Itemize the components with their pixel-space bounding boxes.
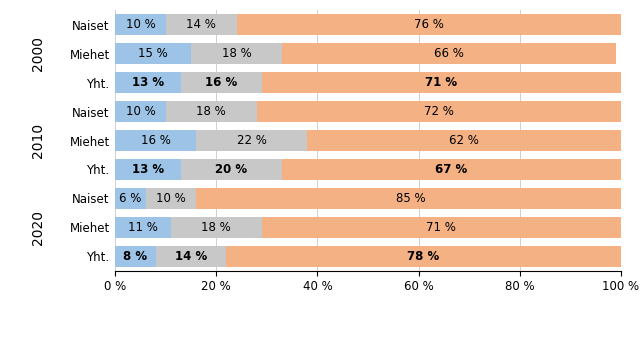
Bar: [115, 43, 191, 64]
Text: 18 %: 18 %: [202, 221, 231, 234]
Bar: [181, 72, 262, 93]
Bar: [115, 72, 181, 93]
Text: 71 %: 71 %: [425, 76, 458, 89]
Text: 10 %: 10 %: [125, 18, 156, 31]
Bar: [262, 217, 621, 238]
Text: 72 %: 72 %: [424, 105, 454, 118]
Text: 67 %: 67 %: [435, 163, 468, 176]
Text: 16 %: 16 %: [141, 134, 171, 147]
Text: 13 %: 13 %: [132, 76, 164, 89]
Text: 6 %: 6 %: [119, 192, 141, 205]
Text: 20 %: 20 %: [216, 163, 248, 176]
Text: 18 %: 18 %: [196, 105, 226, 118]
Bar: [307, 130, 621, 151]
Bar: [237, 15, 621, 35]
Bar: [115, 130, 196, 151]
Text: 13 %: 13 %: [132, 163, 164, 176]
Bar: [196, 188, 626, 209]
Text: 18 %: 18 %: [221, 47, 252, 60]
Text: 71 %: 71 %: [426, 221, 456, 234]
Bar: [166, 101, 257, 122]
Text: 10 %: 10 %: [125, 105, 156, 118]
Bar: [227, 246, 621, 266]
Text: 2010: 2010: [31, 123, 45, 158]
Bar: [191, 43, 282, 64]
Text: 14 %: 14 %: [186, 18, 216, 31]
Text: 62 %: 62 %: [449, 134, 479, 147]
Text: 14 %: 14 %: [175, 250, 207, 263]
Text: 2020: 2020: [31, 210, 45, 245]
Text: 85 %: 85 %: [396, 192, 426, 205]
Bar: [171, 217, 262, 238]
Text: 2000: 2000: [31, 36, 45, 71]
Bar: [196, 130, 307, 151]
Bar: [115, 159, 181, 180]
Bar: [282, 159, 621, 180]
Bar: [166, 15, 237, 35]
Bar: [262, 72, 621, 93]
Bar: [115, 15, 166, 35]
Text: 78 %: 78 %: [408, 250, 440, 263]
Bar: [115, 217, 171, 238]
Bar: [257, 101, 621, 122]
Text: 11 %: 11 %: [128, 221, 158, 234]
Text: 22 %: 22 %: [237, 134, 267, 147]
Bar: [115, 246, 156, 266]
Text: 8 %: 8 %: [124, 250, 147, 263]
Text: 15 %: 15 %: [138, 47, 168, 60]
Bar: [181, 159, 282, 180]
Bar: [156, 246, 227, 266]
Bar: [115, 188, 145, 209]
Bar: [115, 101, 166, 122]
Text: 76 %: 76 %: [413, 18, 444, 31]
Bar: [145, 188, 196, 209]
Bar: [282, 43, 616, 64]
Text: 16 %: 16 %: [205, 76, 237, 89]
Text: 66 %: 66 %: [434, 47, 464, 60]
Text: 10 %: 10 %: [156, 192, 186, 205]
